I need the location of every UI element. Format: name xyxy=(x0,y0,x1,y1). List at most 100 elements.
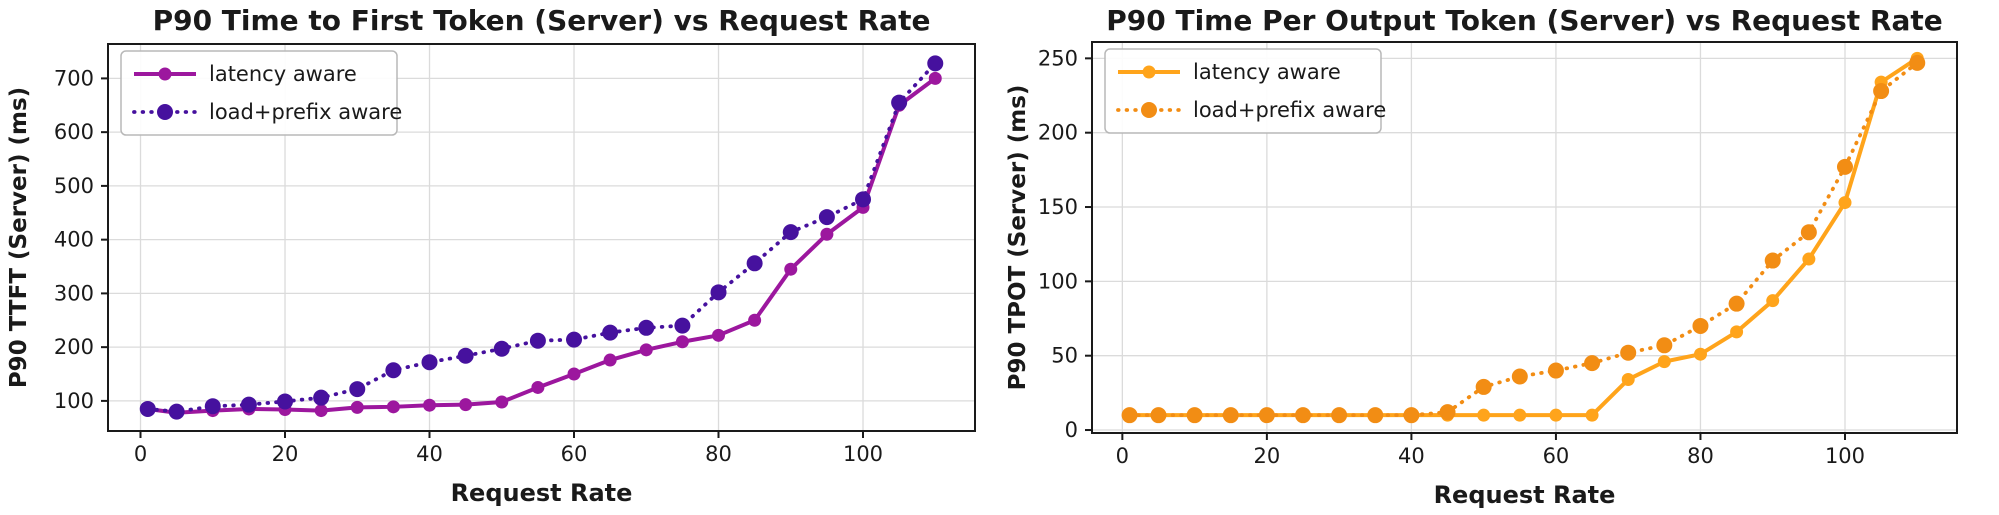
legend-label: load+prefix aware xyxy=(209,100,402,124)
tpot-chart-panel: 0 20 40 60 80 100 0 50 100 150 200 250 P90 Time Per … xyxy=(999,0,1999,515)
data-point-marker xyxy=(855,191,872,208)
data-point-marker xyxy=(1585,408,1599,422)
ttft-chart-panel: 0 20 40 60 80 100 100 200 300 400 500 600 700 P90 Tim… xyxy=(6,4,976,507)
tpot-chart: 0 20 40 60 80 100 0 50 100 150 200 250 P90 Time Per … xyxy=(1005,4,1958,509)
x-tick-label: 40 xyxy=(1398,444,1425,468)
data-point-marker xyxy=(531,380,545,394)
data-point-marker xyxy=(746,255,763,272)
data-point-marker xyxy=(1439,404,1456,421)
data-point-marker xyxy=(1728,295,1745,312)
x-tick-label: 100 xyxy=(1825,444,1865,468)
data-point-marker xyxy=(1511,368,1528,385)
legend: latency aware load+prefix aware xyxy=(1104,48,1386,134)
chart-title: P90 Time Per Output Token (Server) vs Re… xyxy=(1106,4,1942,37)
x-tick-label: 80 xyxy=(705,442,732,466)
y-tick-label: 300 xyxy=(54,281,94,305)
x-tick-label: 100 xyxy=(843,442,883,466)
data-point-marker xyxy=(313,389,330,406)
data-point-marker xyxy=(1549,408,1563,422)
y-tick-label: 100 xyxy=(1038,269,1078,293)
y-tick-label: 100 xyxy=(54,389,94,413)
y-tick-label: 600 xyxy=(54,120,94,144)
data-point-marker xyxy=(1258,407,1275,424)
data-point-marker xyxy=(1513,408,1527,422)
data-point-marker xyxy=(1656,337,1673,354)
data-point-marker xyxy=(386,400,400,414)
data-point-marker xyxy=(820,227,834,241)
data-point-marker xyxy=(1186,407,1203,424)
legend-label: latency aware xyxy=(1193,60,1341,84)
data-point-marker xyxy=(168,403,185,420)
x-tick-label: 0 xyxy=(134,442,147,466)
data-point-marker xyxy=(139,400,156,417)
legend-label: load+prefix aware xyxy=(1193,98,1386,122)
data-point-marker xyxy=(782,224,799,241)
y-axis-label: P90 TPOT (Server) (ms) xyxy=(1005,85,1031,391)
data-point-marker xyxy=(314,404,328,418)
data-point-marker xyxy=(674,317,691,334)
data-point-marker xyxy=(1295,407,1312,424)
y-tick-label: 250 xyxy=(1038,46,1078,70)
ttft-chart: 0 20 40 60 80 100 100 200 300 400 500 600 700 P90 Tim… xyxy=(6,4,976,507)
data-point-marker xyxy=(1403,407,1420,424)
y-tick-label: 150 xyxy=(1038,195,1078,219)
data-point-marker xyxy=(423,398,437,412)
data-point-marker xyxy=(639,343,653,357)
data-point-marker xyxy=(1836,158,1853,175)
data-point-marker xyxy=(1692,317,1709,334)
data-point-marker xyxy=(1764,252,1781,269)
data-point-marker xyxy=(1730,325,1744,339)
legend-sample-marker xyxy=(1141,102,1157,118)
x-axis-label: Request Rate xyxy=(451,479,633,507)
x-tick-label: 60 xyxy=(1543,444,1570,468)
legend-sample-marker xyxy=(158,67,172,81)
data-point-marker xyxy=(459,398,473,412)
data-point-marker xyxy=(1873,83,1890,100)
plot-border xyxy=(1091,41,1958,434)
data-point-marker xyxy=(421,354,438,371)
data-point-marker xyxy=(204,398,221,415)
data-point-marker xyxy=(277,393,294,410)
tick-marks xyxy=(1085,57,1846,440)
y-tick-label: 700 xyxy=(54,66,94,90)
legend-sample-marker xyxy=(1142,65,1156,79)
data-point-marker xyxy=(1367,407,1384,424)
data-point-marker xyxy=(602,324,619,341)
data-point-marker xyxy=(928,71,942,85)
y-axis-label: P90 TTFT (Server) (ms) xyxy=(6,87,32,388)
data-point-marker xyxy=(1477,408,1491,422)
data-point-marker xyxy=(350,400,364,414)
data-point-marker xyxy=(1657,355,1671,369)
data-point-marker xyxy=(1838,196,1852,210)
y-tick-label: 400 xyxy=(54,228,94,252)
y-tick-label: 50 xyxy=(1051,344,1078,368)
y-tick-label: 200 xyxy=(1038,121,1078,145)
x-axis-label: Request Rate xyxy=(1434,481,1616,509)
data-point-marker xyxy=(1693,347,1707,361)
y-tick-label: 0 xyxy=(1065,418,1078,442)
data-point-marker xyxy=(385,362,402,379)
data-point-marker xyxy=(1909,54,1926,71)
legend-sample-marker xyxy=(157,104,173,120)
data-point-marker xyxy=(638,319,655,336)
data-point-marker xyxy=(1620,344,1637,361)
y-tick-label: 200 xyxy=(54,335,94,359)
data-point-marker xyxy=(1802,252,1816,266)
data-point-marker xyxy=(710,284,727,301)
chart-title: P90 Time to First Token (Server) vs Requ… xyxy=(153,4,931,37)
legend: latency aware load+prefix aware xyxy=(120,50,402,136)
data-point-marker xyxy=(566,331,583,348)
data-point-marker xyxy=(712,328,726,342)
series-load-prefix-aware xyxy=(139,55,944,420)
y-tick-label: 500 xyxy=(54,174,94,198)
x-tick-label: 0 xyxy=(1116,444,1129,468)
data-point-marker xyxy=(784,262,798,276)
x-tick-label: 60 xyxy=(561,442,588,466)
data-point-marker xyxy=(748,313,762,327)
x-tick-label: 20 xyxy=(1254,444,1281,468)
data-point-marker xyxy=(1584,355,1601,372)
x-tick-label: 20 xyxy=(272,442,299,466)
data-point-marker xyxy=(493,340,510,357)
data-point-marker xyxy=(1800,224,1817,241)
